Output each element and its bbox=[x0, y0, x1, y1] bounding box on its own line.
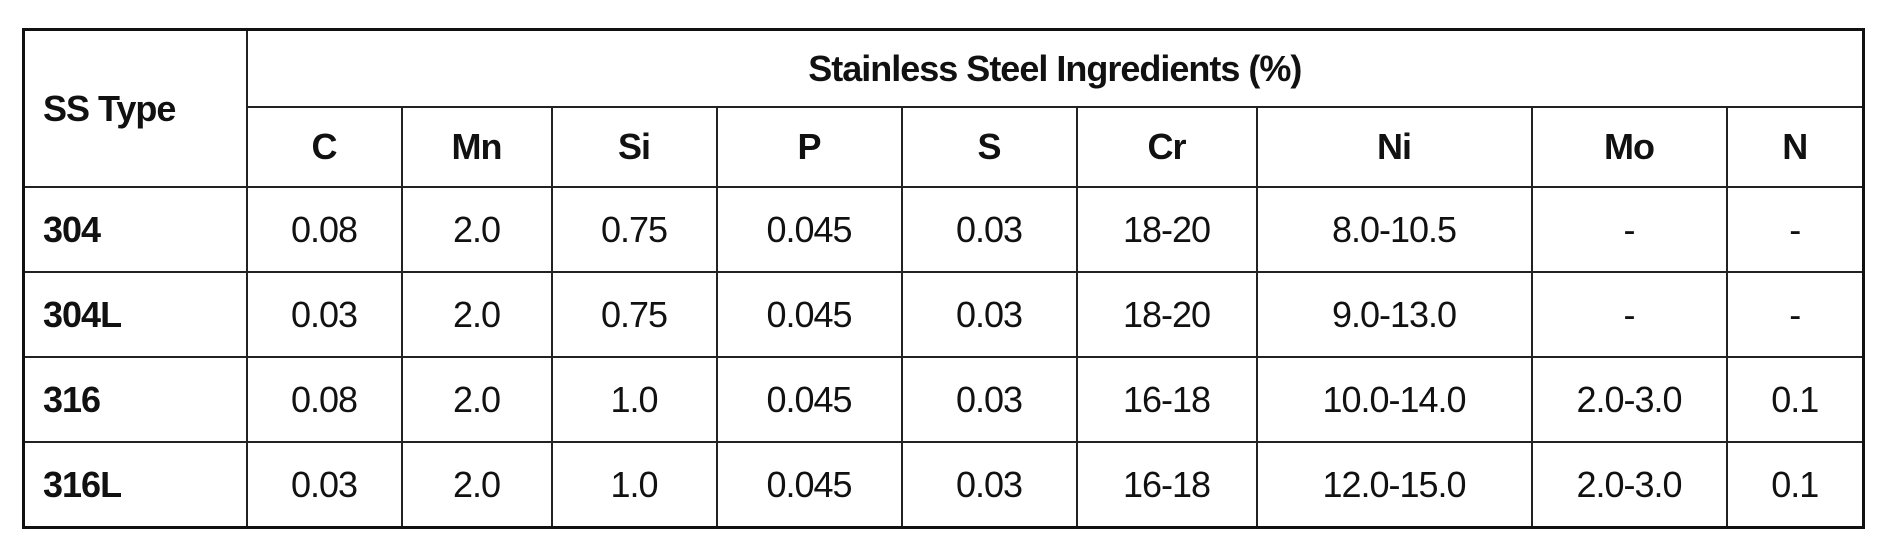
value-cell: 18-20 bbox=[1075, 186, 1258, 273]
group-header: Stainless Steel Ingredients (%) bbox=[245, 28, 1865, 108]
value-cell: 2.0-3.0 bbox=[1530, 356, 1728, 443]
value-cell: 0.03 bbox=[900, 441, 1078, 529]
table-body: 304 0.08 2.0 0.75 0.045 0.03 18-20 8.0-10.5- -30… bbox=[22, 186, 1865, 529]
column-header: Cr bbox=[1075, 106, 1258, 188]
column-header: Mo bbox=[1530, 106, 1728, 188]
ss-type-cell: 304 bbox=[22, 186, 248, 273]
value-cell: 1.0 bbox=[550, 356, 718, 443]
value-cell: 2.0 bbox=[400, 356, 553, 443]
table-row: 316 0.08 2.0 1.0 0.045 0.03 16-18 10.0-14.0 2.0-… bbox=[22, 356, 1865, 443]
value-cell: 2.0-3.0 bbox=[1530, 441, 1728, 529]
value-cell: 0.045 bbox=[715, 271, 903, 358]
ss-type-cell: 304L bbox=[22, 271, 248, 358]
column-header: Ni bbox=[1255, 106, 1533, 188]
value-cell: 0.03 bbox=[245, 441, 403, 529]
value-cell: 0.03 bbox=[245, 271, 403, 358]
value-cell: - bbox=[1725, 186, 1865, 273]
value-cell: 2.0 bbox=[400, 441, 553, 529]
value-cell: 0.045 bbox=[715, 356, 903, 443]
column-header: Mn bbox=[400, 106, 553, 188]
value-cell: - bbox=[1530, 271, 1728, 358]
row-label-header: SS Type bbox=[22, 28, 248, 188]
value-cell: 0.03 bbox=[900, 271, 1078, 358]
table-row: 316L 0.03 2.0 1.0 0.045 0.03 16-18 12.0-15.0 2.0… bbox=[22, 441, 1865, 529]
value-cell: - bbox=[1725, 271, 1865, 358]
value-cell: 16-18 bbox=[1075, 441, 1258, 529]
value-cell: 0.1 bbox=[1725, 356, 1865, 443]
header-row: SS Type Stainless Steel Ingredients (%) bbox=[22, 28, 1865, 188]
table-row: 304 0.08 2.0 0.75 0.045 0.03 18-20 8.0-10.5- - bbox=[22, 186, 1865, 273]
value-cell: 10.0-14.0 bbox=[1255, 356, 1533, 443]
column-header: C bbox=[245, 106, 403, 188]
value-cell: 0.03 bbox=[900, 186, 1078, 273]
value-cell: 9.0-13.0 bbox=[1255, 271, 1533, 358]
value-cell: 0.045 bbox=[715, 186, 903, 273]
value-cell: - bbox=[1530, 186, 1728, 273]
column-header-row: C Mn Si P S Cr Ni Mo N bbox=[24, 106, 1865, 188]
ss-type-cell: 316 bbox=[22, 356, 248, 443]
value-cell: 0.08 bbox=[245, 186, 403, 273]
value-cell: 18-20 bbox=[1075, 271, 1258, 358]
value-cell: 16-18 bbox=[1075, 356, 1258, 443]
composition-table: SS Type Stainless Steel Ingredients (%) … bbox=[22, 28, 1866, 529]
column-header: S bbox=[900, 106, 1078, 188]
value-cell: 8.0-10.5 bbox=[1255, 186, 1533, 273]
value-cell: 2.0 bbox=[400, 186, 553, 273]
value-cell: 1.0 bbox=[550, 441, 718, 529]
column-header: P bbox=[715, 106, 903, 188]
ss-type-cell: 316L bbox=[22, 441, 248, 529]
value-cell: 12.0-15.0 bbox=[1255, 441, 1533, 529]
value-cell: 0.75 bbox=[550, 271, 718, 358]
table-row: 304L 0.03 2.0 0.75 0.045 0.03 18-20 9.0-13.0- - bbox=[22, 271, 1865, 358]
value-cell: 0.045 bbox=[715, 441, 903, 529]
value-cell: 0.08 bbox=[245, 356, 403, 443]
value-cell: 0.75 bbox=[550, 186, 718, 273]
column-header: N bbox=[1725, 106, 1865, 188]
value-cell: 2.0 bbox=[400, 271, 553, 358]
column-header: Si bbox=[550, 106, 718, 188]
value-cell: 0.1 bbox=[1725, 441, 1865, 529]
value-cell: 0.03 bbox=[900, 356, 1078, 443]
